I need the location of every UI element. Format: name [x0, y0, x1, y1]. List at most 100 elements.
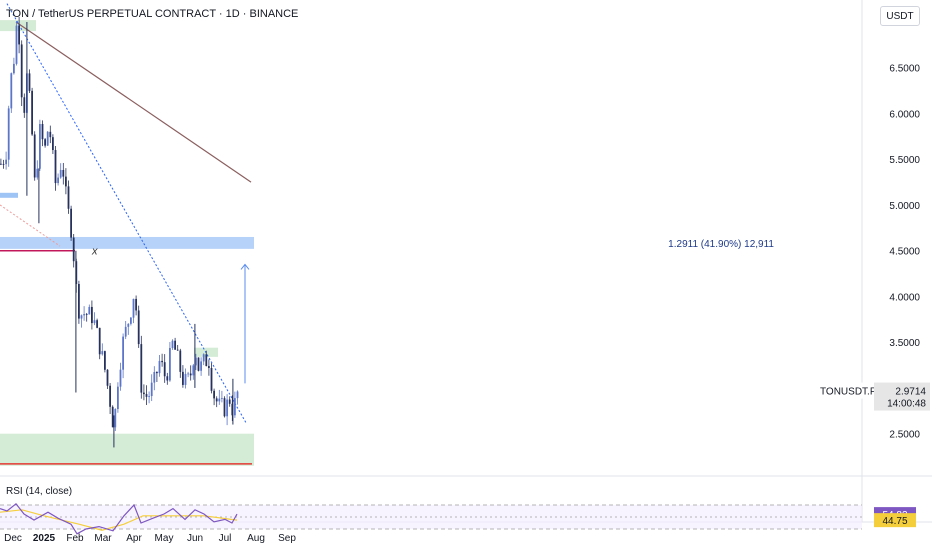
candle-body	[83, 314, 85, 316]
candle-body	[5, 159, 7, 165]
candle-body	[176, 349, 179, 351]
candle	[88, 304, 91, 315]
candle	[228, 396, 231, 407]
candle-body	[98, 327, 101, 355]
candle	[23, 93, 26, 118]
candle-body	[72, 237, 75, 262]
candle	[91, 300, 93, 330]
candle-body	[119, 369, 122, 387]
candle	[231, 395, 234, 421]
candle-body	[85, 314, 88, 315]
y-tick-label: 5.5000	[889, 155, 920, 166]
candle-body	[163, 362, 166, 377]
trendline-blue-dotted	[6, 3, 247, 423]
candle-body	[88, 306, 91, 315]
candle-body	[197, 357, 200, 371]
candle-body	[161, 360, 163, 363]
candle-body	[127, 323, 130, 327]
candle	[119, 362, 122, 391]
candle-body	[91, 306, 93, 324]
candle-body	[215, 398, 218, 402]
candle	[176, 344, 179, 351]
candle	[72, 233, 75, 268]
candle-body	[117, 386, 119, 410]
zone-green-0	[0, 433, 254, 466]
price-tag-bg	[874, 382, 930, 411]
candle-body	[137, 310, 140, 345]
candle	[67, 180, 70, 214]
candle	[130, 317, 132, 326]
candle	[135, 295, 137, 316]
candle	[122, 333, 124, 379]
trendline-brown	[15, 21, 252, 183]
candle-body	[223, 398, 226, 417]
candle-body	[31, 90, 33, 135]
candle	[10, 72, 13, 113]
candle	[49, 125, 52, 144]
candle-body	[10, 73, 13, 109]
trendline-red-dotted	[0, 204, 61, 247]
candle-body	[39, 124, 41, 169]
candle	[85, 312, 88, 322]
candle-body	[109, 385, 111, 407]
candle-body	[59, 169, 62, 178]
candle	[184, 368, 187, 389]
candle	[153, 366, 156, 391]
candle-body	[145, 394, 148, 397]
candle-body	[67, 186, 70, 209]
candle	[218, 389, 221, 405]
candle	[36, 160, 39, 180]
candle-body	[0, 163, 2, 165]
candle-body	[148, 396, 150, 397]
rsi-label: RSI (14, close)	[6, 486, 73, 497]
candle	[96, 318, 98, 329]
candle	[213, 388, 215, 406]
candle	[39, 119, 41, 171]
candle-body	[187, 373, 189, 375]
candle-body	[101, 351, 104, 355]
y-tick-label: 6.5000	[889, 64, 920, 75]
candle-body	[143, 392, 145, 395]
x-tick-label: Dec	[4, 533, 22, 544]
candle	[169, 341, 171, 382]
candle	[106, 369, 109, 389]
y-tick-label: 6.0000	[889, 109, 920, 120]
candle	[2, 159, 5, 169]
candle-body	[15, 25, 18, 64]
candle-body	[28, 73, 31, 91]
candle	[189, 365, 192, 381]
candle	[93, 312, 96, 326]
candle	[41, 120, 44, 147]
candle-body	[156, 371, 158, 374]
candle-body	[96, 320, 98, 328]
candle-body	[114, 409, 117, 428]
x-tick-label: Aug	[247, 533, 265, 544]
candle-body	[65, 176, 67, 187]
zone-green-2	[0, 20, 36, 32]
candle	[148, 391, 150, 404]
candle	[31, 87, 33, 136]
candle-body	[130, 317, 132, 324]
candle	[54, 146, 57, 191]
candle	[163, 354, 166, 383]
candle	[205, 350, 208, 367]
candle-body	[33, 134, 36, 178]
price-tag-countdown: 14:00:48	[887, 399, 926, 410]
candle	[15, 21, 18, 66]
candle	[44, 137, 46, 148]
candle	[221, 390, 223, 403]
candle-body	[226, 399, 228, 417]
y-tick-label: 2.5000	[889, 430, 920, 441]
candle-body	[52, 137, 54, 151]
candle-body	[192, 365, 195, 376]
candle	[18, 17, 20, 54]
candle	[124, 321, 127, 340]
candle-body	[150, 382, 153, 397]
x-tick-label: May	[155, 533, 174, 544]
candle	[171, 339, 174, 350]
y-tick-label: 3.5000	[889, 338, 920, 349]
currency-scale-button[interactable]: USDT	[880, 6, 920, 26]
candle-body	[208, 366, 210, 369]
